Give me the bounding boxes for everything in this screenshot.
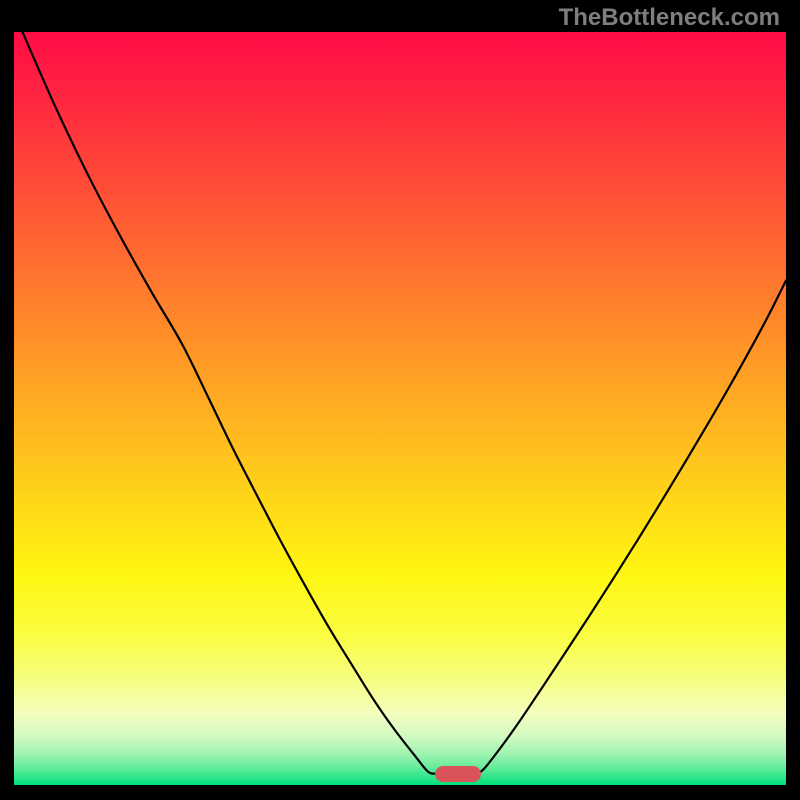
bottleneck-curve	[14, 32, 786, 785]
chart-frame: TheBottleneck.com	[0, 0, 800, 800]
watermark-text: TheBottleneck.com	[559, 4, 780, 32]
optimal-marker	[435, 766, 481, 782]
plot-area	[14, 32, 786, 785]
